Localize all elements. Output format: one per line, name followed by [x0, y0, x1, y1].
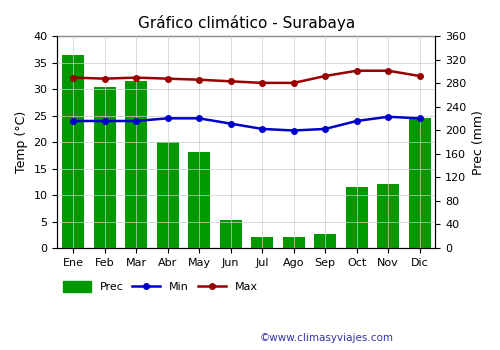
Bar	[94, 87, 116, 248]
Bar	[156, 142, 178, 248]
Bar	[408, 118, 430, 248]
Bar	[62, 55, 84, 248]
Title: Gráfico climático - Surabaya: Gráfico climático - Surabaya	[138, 15, 355, 31]
Bar	[188, 152, 210, 248]
Text: ©www.climasyviajes.com: ©www.climasyviajes.com	[260, 333, 394, 343]
Y-axis label: Prec (mm): Prec (mm)	[472, 110, 485, 175]
Bar	[282, 237, 304, 248]
Bar	[251, 237, 273, 248]
Bar	[125, 81, 147, 248]
Legend: Prec, Min, Max: Prec, Min, Max	[63, 281, 258, 293]
Bar	[377, 184, 399, 248]
Bar	[220, 220, 242, 248]
Bar	[346, 187, 368, 248]
Bar	[314, 234, 336, 248]
Y-axis label: Temp (°C): Temp (°C)	[15, 111, 28, 173]
